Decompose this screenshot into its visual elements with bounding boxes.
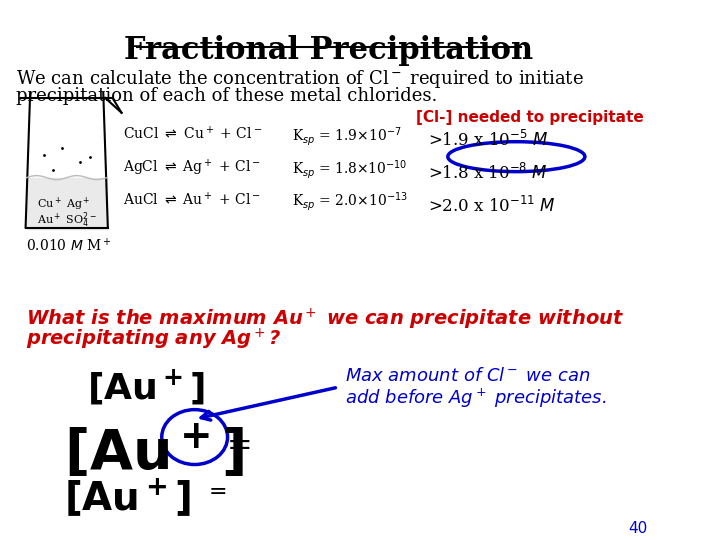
Text: K$_{sp}$ = 1.8$\times$10$^{-10}$: K$_{sp}$ = 1.8$\times$10$^{-10}$	[292, 158, 408, 180]
Text: K$_{sp}$ = 2.0$\times$10$^{-13}$: K$_{sp}$ = 2.0$\times$10$^{-13}$	[292, 191, 408, 213]
Text: AuCl $\rightleftharpoons$ Au$^+$ + Cl$^-$: AuCl $\rightleftharpoons$ Au$^+$ + Cl$^-…	[123, 191, 261, 208]
Text: Fractional Precipitation: Fractional Precipitation	[125, 35, 534, 66]
Text: >2.0 x 10$^{-11}$ $\it{M}$: >2.0 x 10$^{-11}$ $\it{M}$	[428, 195, 556, 215]
Text: Cu$^+$ Ag$^+$: Cu$^+$ Ag$^+$	[37, 195, 90, 213]
Text: Au$^+$ SO$_4^{2-}$: Au$^+$ SO$_4^{2-}$	[37, 211, 96, 230]
Text: We can calculate the concentration of Cl$^-$ required to initiate: We can calculate the concentration of Cl…	[17, 68, 585, 90]
Text: =: =	[208, 481, 227, 503]
Text: What is the maximum Au$^+$ we can precipitate without: What is the maximum Au$^+$ we can precip…	[26, 306, 624, 332]
Text: >1.9 x 10$^{-5}$ $\it{M}$: >1.9 x 10$^{-5}$ $\it{M}$	[428, 130, 548, 150]
Text: AgCl $\rightleftharpoons$ Ag$^+$ + Cl$^-$: AgCl $\rightleftharpoons$ Ag$^+$ + Cl$^-…	[123, 158, 261, 178]
Text: Max amount of Cl$^-$ we can: Max amount of Cl$^-$ we can	[346, 367, 590, 385]
Text: precipitation of each of these metal chlorides.: precipitation of each of these metal chl…	[17, 87, 438, 105]
Text: [Cl-] needed to precipitate: [Cl-] needed to precipitate	[416, 110, 644, 125]
Text: precipitating any Ag$^+$?: precipitating any Ag$^+$?	[26, 326, 281, 352]
Text: add before Ag$^+$ precipitates.: add before Ag$^+$ precipitates.	[346, 387, 607, 410]
Text: 40: 40	[628, 521, 647, 536]
Text: >1.8 x 10$^{-8}$ $\it{M}$: >1.8 x 10$^{-8}$ $\it{M}$	[428, 163, 548, 183]
Text: $\mathbf{[Au^+]}$: $\mathbf{[Au^+]}$	[87, 367, 204, 407]
Text: $\mathbf{[Au^+]}$: $\mathbf{[Au^+]}$	[64, 424, 244, 482]
Text: $\mathbf{[Au^+]}$: $\mathbf{[Au^+]}$	[64, 477, 191, 519]
Text: 0.010 $\it{M}$ M$^+$: 0.010 $\it{M}$ M$^+$	[26, 238, 112, 255]
Text: CuCl $\rightleftharpoons$ Cu$^+$ + Cl$^-$: CuCl $\rightleftharpoons$ Cu$^+$ + Cl$^-…	[123, 125, 263, 142]
Text: =: =	[227, 431, 252, 462]
Text: K$_{sp}$ = 1.9$\times$10$^{-7}$: K$_{sp}$ = 1.9$\times$10$^{-7}$	[292, 125, 402, 147]
